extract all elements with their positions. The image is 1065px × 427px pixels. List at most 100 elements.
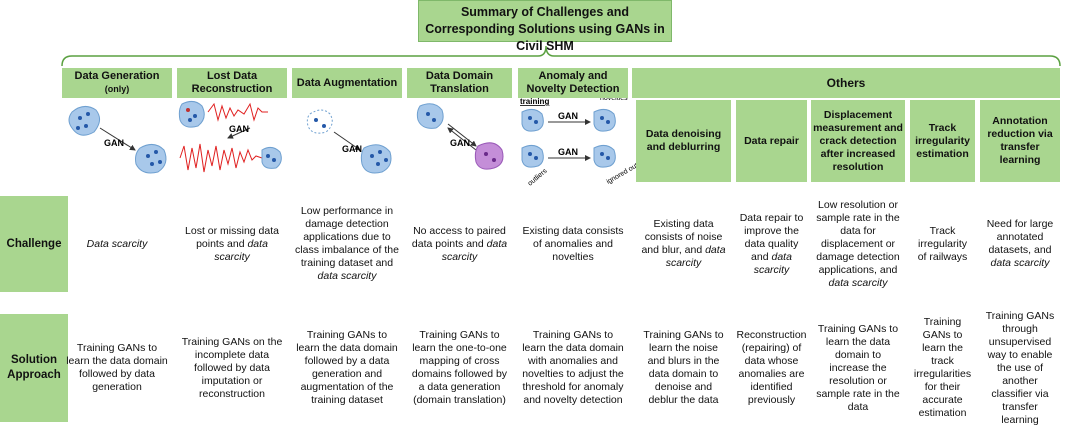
challenge-cell: Track irregularity of railways (910, 196, 975, 292)
challenge-cell: Data scarcity (62, 196, 172, 292)
emphasis: Data scarcity (86, 237, 148, 250)
title-box: Summary of Challenges and Corresponding … (418, 0, 672, 53)
solution-text: Training GANs to learn the data domain w… (522, 329, 624, 406)
label: GAN (342, 144, 362, 154)
solution-cell: Training GANs to learn the data domain w… (518, 314, 628, 422)
row-label-text: Challenge (6, 237, 62, 250)
text: Existing data consists of noise and blur… (641, 218, 723, 256)
challenge-cell: Data repair to improve the data quality … (736, 196, 807, 292)
solution-text: Reconstruction (repairing) of data whose… (736, 329, 807, 406)
header-text: Data Generation (74, 70, 160, 82)
illustration-augmentation: GAN (306, 109, 392, 174)
emphasis: data scarcity (441, 237, 508, 263)
illustration-anomaly: training GAN novelties GAN outliers igno… (520, 95, 651, 188)
illustration-reconstruction: GAN (178, 100, 282, 173)
header-text: Displacement measurement and crack detec… (813, 108, 903, 173)
header-text: Anomaly and Novelty Detection (526, 70, 620, 95)
emphasis: data scarcity (317, 270, 377, 282)
bracket (61, 45, 1061, 67)
challenge-text: Need for large annotated datasets, and d… (983, 218, 1057, 270)
challenge-text: Existing data consists of noise and blur… (639, 218, 728, 270)
solution-cell: Training GANs on the incomplete data fol… (177, 314, 287, 422)
illustration-generation: GAN (68, 106, 167, 174)
solution-text: Training GANs to learn the track irregul… (913, 316, 972, 419)
row-label: Challenge (0, 196, 68, 292)
text: Low performance in damage detection appl… (295, 205, 399, 269)
text: Existing data consists of anomalies and … (522, 224, 624, 263)
challenge-text: Data repair to improve the data quality … (739, 212, 804, 277)
header-text: Annotation reduction via transfer learni… (987, 115, 1053, 166)
label: outliers (527, 167, 549, 187)
column-header: Data Generation (only) (62, 68, 172, 98)
text: No access to paired data points and (411, 224, 506, 250)
emphasis: data scarcity (665, 244, 726, 269)
text: Need for large annotated datasets, and (986, 218, 1054, 256)
challenge-cell: Lost or missing data points and data sca… (177, 196, 287, 292)
column-header: Data denoising and deblurring (636, 100, 731, 182)
header-text: Data Domain Translation (425, 70, 494, 95)
challenge-cell: No access to paired data points and data… (407, 196, 512, 292)
challenge-text: Low performance in damage detection appl… (295, 205, 399, 283)
solution-cell: Training GANs through unsupervised way t… (980, 310, 1060, 426)
others-header: Others (632, 68, 1060, 98)
label: training (520, 97, 549, 106)
column-header: Lost Data Reconstruction (177, 68, 287, 98)
challenge-cell: Low resolution or sample rate in the dat… (811, 196, 905, 292)
illustration-translation: GAN (416, 103, 504, 170)
header-note: (only) (104, 84, 130, 94)
label: novelties (600, 95, 628, 102)
header-text: Data Augmentation (296, 76, 398, 89)
header-text: Data repair (744, 134, 799, 147)
solution-text: Training GANs through unsupervised way t… (985, 309, 1055, 426)
row-label-text: Solution Approach (7, 354, 61, 381)
challenge-text: Lost or missing data points and data sca… (180, 225, 284, 264)
header-text: Data denoising and deblurring (645, 128, 722, 153)
challenge-text: Existing data consists of anomalies and … (521, 225, 625, 264)
label: GAN (450, 138, 470, 148)
row-label: Solution Approach (0, 314, 68, 422)
text: Data repair to improve the data quality … (739, 211, 804, 263)
challenge-cell: Existing data consists of anomalies and … (518, 196, 628, 292)
challenge-cell: Low performance in damage detection appl… (292, 196, 402, 292)
label: GAN (558, 147, 578, 157)
text: Lost or missing data points and (185, 224, 279, 250)
header-text: Track irregularity estimation (915, 121, 970, 160)
others: Others (826, 75, 866, 90)
solution-cell: Training GANs to learn the one-to-one ma… (407, 314, 512, 422)
label: GAN (104, 138, 124, 148)
header-text: Lost Data Reconstruction (191, 70, 273, 95)
solution-cell: Training GANs to learn the noise and blu… (636, 314, 731, 422)
solution-text: Training GANs to learn the noise and blu… (643, 329, 724, 406)
title: Summary of Challenges and Corresponding … (425, 5, 665, 53)
solution-text: Training GANs to learn the one-to-one ma… (411, 329, 508, 406)
solution-cell: Training GANs to learn the data domain f… (292, 314, 402, 422)
column-header: Displacement measurement and crack detec… (811, 100, 905, 182)
label: GAN (229, 124, 249, 134)
label: GAN (558, 111, 578, 121)
solution-text: Training GANs to learn the data domain t… (816, 322, 900, 413)
solution-cell: Training GANs to learn the data domain f… (62, 314, 172, 422)
solution-text: Training GANs to learn the data domain f… (66, 342, 168, 393)
challenge-text: Low resolution or sample rate in the dat… (814, 199, 902, 290)
emphasis: data scarcity (214, 237, 268, 263)
solution-cell: Training GANs to learn the track irregul… (910, 314, 975, 422)
column-header: Track irregularity estimation (910, 100, 975, 182)
challenge-text: No access to paired data points and data… (410, 225, 509, 264)
emphasis: data scarcity (753, 250, 792, 276)
solution-text: Training GANs on the incomplete data fol… (181, 335, 283, 400)
column-header: Data Augmentation (292, 68, 402, 98)
emphasis: data scarcity (828, 276, 888, 289)
column-header: Data Domain Translation (407, 68, 512, 98)
solution-text: Training GANs to learn the data domain f… (296, 329, 398, 406)
challenge-cell: Need for large annotated datasets, and d… (980, 196, 1060, 292)
text: Track irregularity of railways (917, 224, 968, 263)
column-header: Data repair (736, 100, 807, 182)
solution-cell: Reconstruction (repairing) of data whose… (736, 314, 807, 422)
emphasis: data scarcity (990, 257, 1050, 269)
text: Low resolution or sample rate in the dat… (816, 198, 900, 276)
challenge-cell: Existing data consists of noise and blur… (636, 196, 731, 292)
challenge-text: Data scarcity (87, 238, 148, 251)
column-header: Anomaly and Novelty Detection (518, 68, 628, 98)
